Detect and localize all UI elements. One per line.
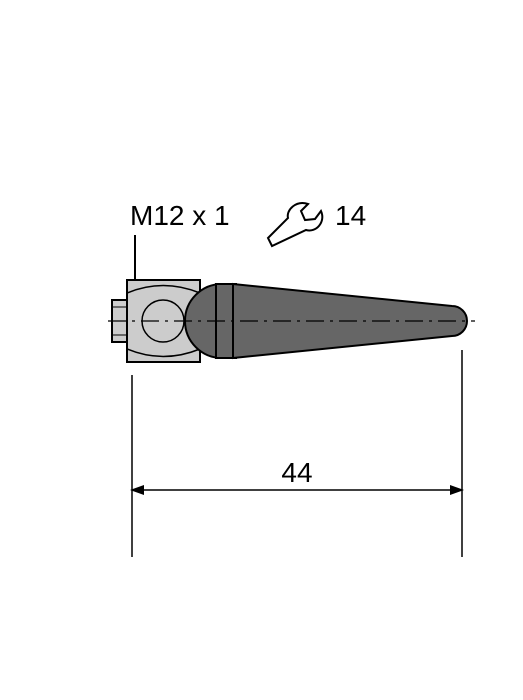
wrench-icon xyxy=(268,203,322,246)
cable-grip xyxy=(185,284,467,358)
length-value: 44 xyxy=(281,457,312,488)
wrench-size-label: 14 xyxy=(335,200,366,231)
thread-label: M12 x 1 xyxy=(130,200,230,231)
technical-drawing: M12 x 1 14 xyxy=(0,0,523,700)
dimension-length: 44 xyxy=(132,350,462,557)
connector-assembly xyxy=(108,280,475,362)
